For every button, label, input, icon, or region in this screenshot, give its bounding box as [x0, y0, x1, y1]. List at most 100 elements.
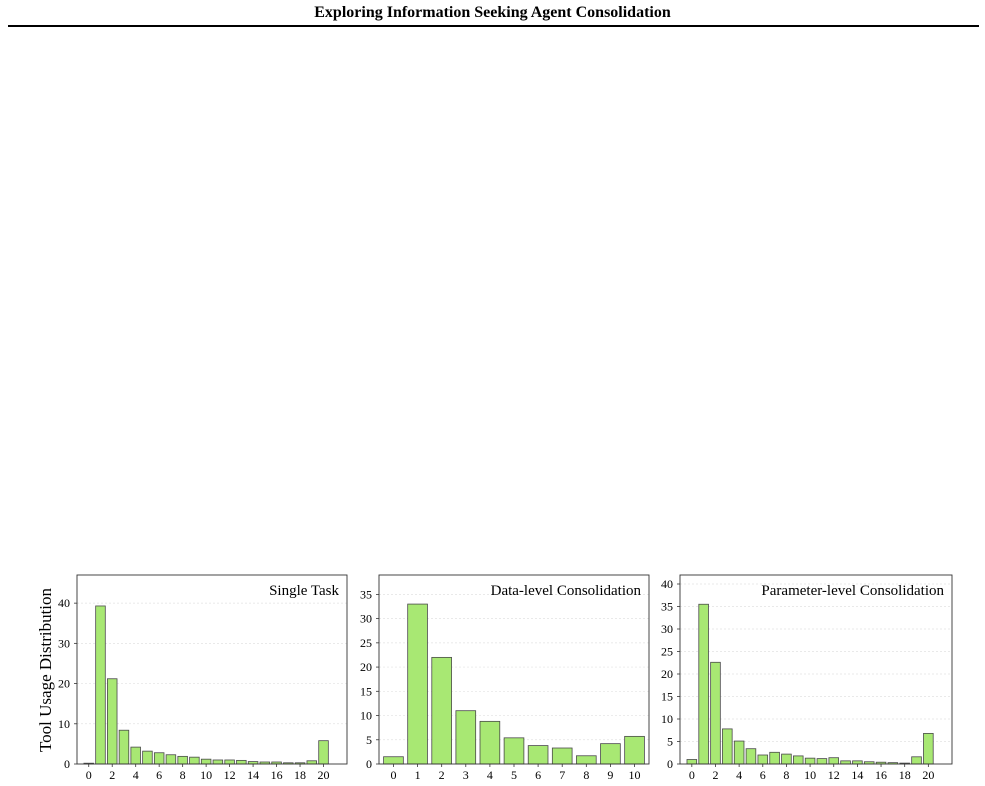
- plot-frame: [76, 574, 348, 765]
- bar-2: [107, 678, 118, 765]
- bar-9: [793, 755, 804, 765]
- bar-11: [212, 759, 224, 765]
- y-tick-label: 10: [360, 709, 372, 723]
- x-tick-label: 2: [712, 768, 718, 782]
- y-tick-label: 10: [661, 712, 673, 726]
- bar-8: [177, 755, 188, 765]
- x-tick-label: 4: [487, 768, 493, 782]
- bar-2: [431, 656, 452, 765]
- x-tick-label: 16: [271, 768, 283, 782]
- y-tick-label: 0: [64, 757, 70, 771]
- chart-parameter-level-consolidation: 0 5 10 15 20 25 30 35 40 0 2 4 6 8 10 12 14 16 18 20 Paramet…: [661, 574, 953, 782]
- x-tick-label: 5: [511, 768, 517, 782]
- bar-7: [165, 754, 177, 765]
- y-tick-label: 5: [667, 735, 673, 749]
- y-tick-label: 20: [58, 677, 70, 691]
- x-tick-label: 14: [247, 768, 259, 782]
- bar-6: [757, 754, 769, 765]
- x-tick-label: 1: [415, 768, 421, 782]
- x-tick-label: 10: [200, 768, 212, 782]
- bar-19: [911, 756, 922, 765]
- x-tick-label: 20: [922, 768, 934, 782]
- x-tick-label: 8: [180, 768, 186, 782]
- x-tick-label: 2: [109, 768, 115, 782]
- bar-0: [686, 759, 698, 765]
- chart-single-task: 0 10 20 30 40 0 2 4 6 8 10 12 14 16 18 20 Single Task: [58, 574, 348, 782]
- bar-7: [551, 747, 573, 765]
- x-tick-label: 16: [875, 768, 887, 782]
- plot-frame: [679, 574, 953, 765]
- y-tick-label: 25: [360, 636, 372, 650]
- bar-1: [698, 603, 709, 765]
- page-header-title: Exploring Information Seeking Agent Cons…: [314, 4, 671, 21]
- bar-4: [479, 720, 501, 765]
- y-tick-label: 15: [360, 684, 372, 698]
- bar-6: [527, 745, 549, 765]
- y-tick-label: 30: [661, 622, 673, 636]
- bar-20: [923, 732, 934, 765]
- y-tick-label: 5: [366, 733, 372, 747]
- x-tick-label: 9: [607, 768, 613, 782]
- bar-9: [600, 743, 621, 765]
- bar-10: [804, 757, 816, 765]
- bar-8: [576, 755, 597, 765]
- x-tick-label: 10: [804, 768, 816, 782]
- y-tick-label: 20: [661, 667, 673, 681]
- panel-title: Data-level Consolidation: [491, 583, 642, 599]
- bar-3: [455, 710, 477, 765]
- header-rule: [8, 25, 979, 27]
- bar-14: [852, 760, 863, 765]
- y-tick-label: 0: [366, 757, 372, 771]
- bar-13: [236, 759, 247, 765]
- bar-7: [769, 751, 780, 765]
- bar-5: [142, 750, 153, 765]
- y-tick-label: 0: [667, 757, 673, 771]
- x-tick-label: 6: [535, 768, 541, 782]
- chart-data-level-consolidation: 0 5 10 15 20 25 30 35 0 1 2 3 4 5 6 7 8 9 10 Data-level Con…: [360, 574, 650, 782]
- bar-4: [733, 740, 745, 765]
- y-tick-label: 25: [661, 645, 673, 659]
- x-tick-label: 20: [318, 768, 330, 782]
- bar-10: [624, 735, 645, 765]
- bar-9: [189, 756, 200, 765]
- x-tick-label: 6: [156, 768, 162, 782]
- panel-title: Parameter-level Consolidation: [761, 583, 944, 599]
- bar-6: [153, 752, 165, 765]
- bar-12: [224, 759, 235, 765]
- bar-10: [200, 758, 212, 765]
- y-axis-label: Tool Usage Distribution: [36, 587, 55, 753]
- x-tick-label: 8: [783, 768, 789, 782]
- x-tick-label: 2: [439, 768, 445, 782]
- x-tick-label: 3: [463, 768, 469, 782]
- bar-12: [828, 757, 839, 765]
- y-tick-label: 15: [661, 690, 673, 704]
- y-tick-label: 35: [661, 600, 673, 614]
- bar-5: [745, 748, 757, 765]
- bar-20: [318, 740, 329, 765]
- x-tick-label: 7: [559, 768, 565, 782]
- y-tick-label: 30: [58, 636, 70, 650]
- bar-3: [722, 728, 733, 765]
- y-tick-label: 10: [58, 717, 70, 731]
- x-tick-label: 8: [583, 768, 589, 782]
- bar-4: [130, 746, 141, 765]
- x-tick-label: 12: [224, 768, 236, 782]
- x-tick-label: 14: [851, 768, 863, 782]
- bar-1: [407, 603, 428, 765]
- x-tick-label: 18: [899, 768, 911, 782]
- y-tick-label: 35: [360, 587, 372, 601]
- y-tick-label: 20: [360, 660, 372, 674]
- bar-5: [503, 737, 525, 765]
- bar-3: [118, 729, 130, 765]
- y-tick-label: 40: [661, 577, 673, 591]
- x-tick-label: 0: [689, 768, 695, 782]
- x-tick-label: 0: [390, 768, 396, 782]
- bar-8: [781, 753, 792, 765]
- x-tick-label: 4: [736, 768, 742, 782]
- bar-19: [306, 760, 317, 765]
- y-tick-label: 40: [58, 596, 70, 610]
- panel-title: Single Task: [269, 583, 339, 599]
- bar-11: [816, 758, 828, 765]
- x-tick-label: 4: [133, 768, 139, 782]
- bar-0: [383, 756, 404, 765]
